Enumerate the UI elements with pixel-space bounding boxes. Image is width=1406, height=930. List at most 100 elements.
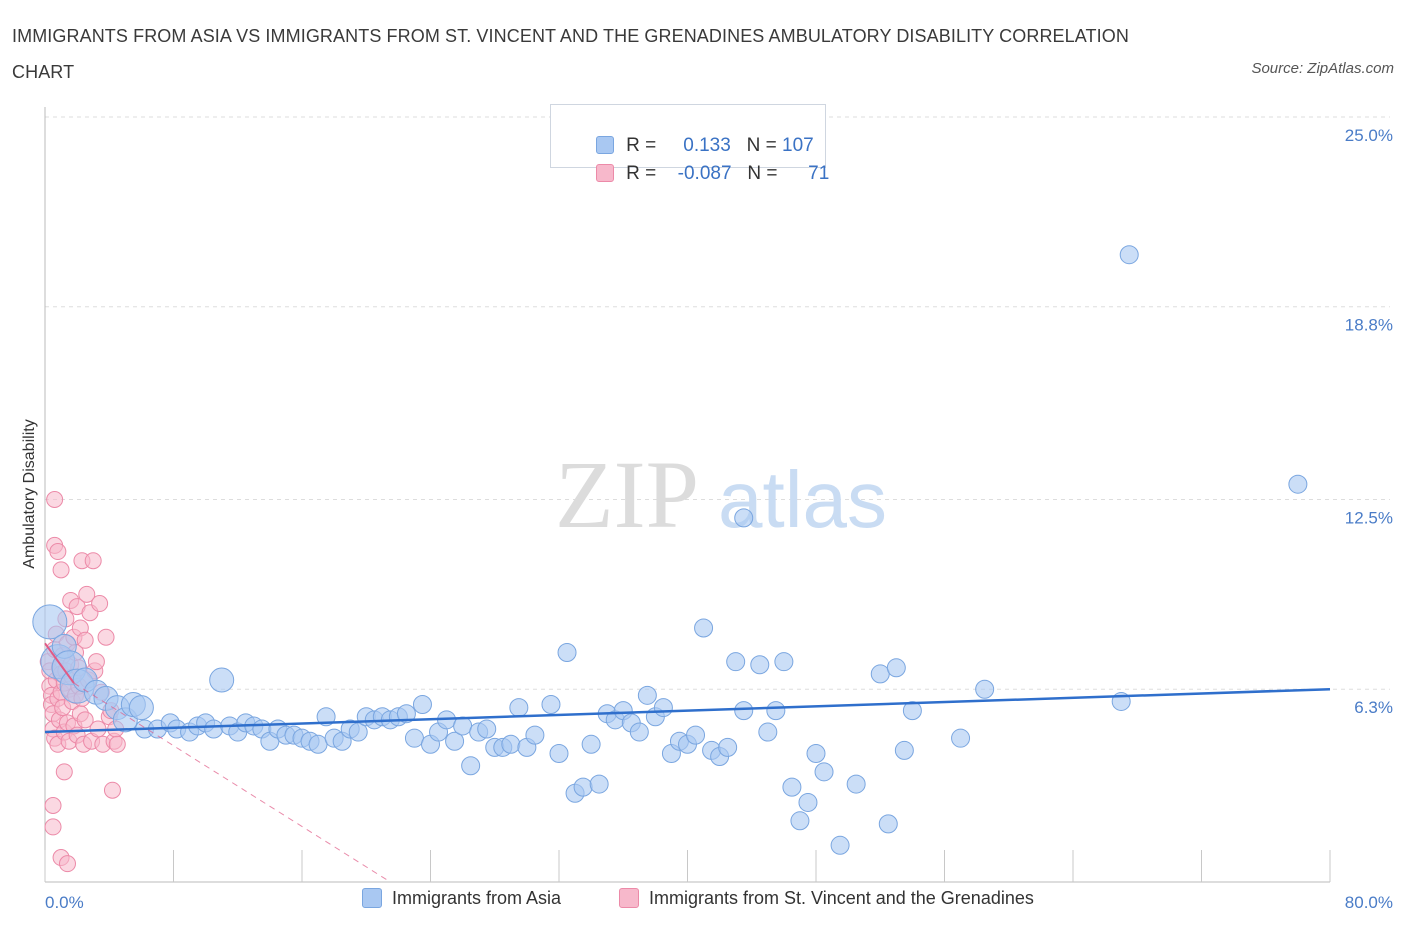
x-tick-labels: 0.0% 80.0%	[45, 893, 1393, 912]
asia-data-point	[453, 716, 473, 736]
grid-layer	[45, 116, 1390, 690]
asia-data-point	[316, 707, 336, 727]
y-tick-label: 25.0%	[1345, 126, 1393, 145]
y-tick-label: 6.3%	[1354, 698, 1393, 717]
asia-data-point	[806, 743, 826, 763]
asia-data-point	[653, 698, 673, 718]
legend-item-svg: Immigrants from St. Vincent and the Gren…	[619, 888, 1034, 909]
asia-data-point	[774, 652, 794, 672]
asia-data-point	[32, 604, 68, 640]
legend-r-svg: -0.087	[677, 163, 732, 184]
legend-n-svg: 71	[808, 163, 830, 184]
y-axis-label: Ambulatory Disability	[21, 419, 38, 568]
legend-row-asia: R = 0.133 N = 107	[575, 113, 814, 156]
asia-data-point	[541, 695, 561, 715]
axes-layer	[44, 107, 1331, 883]
legend-r-label: R =	[626, 163, 657, 184]
asia-data-point	[501, 734, 521, 754]
svg-legend-swatch	[619, 888, 639, 908]
asia-data-point	[1119, 245, 1139, 265]
svg-data-point	[44, 818, 62, 836]
asia-data-point	[404, 728, 424, 748]
asia-data-point	[557, 643, 577, 662]
legend-r-asia: 0.133	[683, 135, 731, 156]
asia-data-point	[573, 777, 593, 797]
asia-data-point	[581, 734, 601, 754]
svg-data-point	[84, 552, 102, 570]
asia-data-point	[814, 762, 834, 782]
asia-data-point	[734, 701, 754, 721]
asia-data-point	[726, 652, 746, 672]
asia-data-point	[412, 695, 432, 715]
svg-data-point	[76, 631, 94, 649]
asia-data-point	[975, 679, 995, 699]
svg-data-point	[76, 711, 94, 729]
series-asia-points	[32, 245, 1308, 855]
asia-data-point	[686, 725, 706, 745]
asia-data-point	[902, 701, 922, 721]
asia-data-point	[830, 835, 850, 855]
asia-data-point	[734, 508, 754, 528]
svg-data-point	[78, 585, 96, 603]
svg-data-point	[87, 653, 105, 671]
asia-data-point	[894, 740, 914, 760]
trend-lines	[44, 642, 1331, 883]
asia-data-point	[694, 618, 714, 638]
svg-data-point	[91, 595, 109, 613]
y-tick-labels: 6.3% 12.5% 18.8% 25.0%	[1345, 126, 1393, 717]
watermark-zip: ZIP	[555, 441, 699, 548]
svg-data-point	[103, 781, 121, 799]
legend-r-label: R =	[626, 135, 657, 156]
chart-title: IMMIGRANTS FROM ASIA VS IMMIGRANTS FROM …	[12, 26, 1129, 82]
asia-data-point	[348, 722, 368, 742]
legend-n-asia: 107	[782, 135, 814, 156]
asia-data-point	[525, 725, 545, 745]
asia-data-point	[798, 792, 818, 812]
asia-data-point	[461, 756, 481, 776]
legend-n-label: N =	[746, 135, 777, 156]
asia-data-point	[1288, 474, 1308, 494]
asia-data-point	[204, 719, 224, 739]
asia-data-point	[209, 667, 235, 693]
legend-n-label: N =	[747, 163, 778, 184]
source-label: Source: ZipAtlas.com	[1251, 60, 1394, 77]
svg-data-point	[44, 797, 62, 814]
asia-data-point	[766, 701, 786, 721]
legend-item-asia: Immigrants from Asia	[362, 888, 561, 909]
asia-data-point	[589, 774, 609, 794]
svg-trend-line-dashed	[73, 682, 391, 883]
asia-trend-line	[44, 687, 1331, 734]
y-tick-label: 18.8%	[1345, 316, 1393, 335]
asia-data-point	[782, 777, 802, 797]
asia-data-point	[878, 814, 898, 834]
x-tick-label: 80.0%	[1345, 893, 1393, 912]
svg-swatch	[596, 164, 615, 182]
asia-data-point	[477, 719, 497, 739]
asia-data-point	[790, 811, 810, 831]
svg-data-point	[46, 491, 64, 508]
legend-row-svg: R = -0.087 N = 71	[575, 141, 829, 184]
x-tick-label: 0.0%	[45, 893, 84, 912]
asia-data-point	[758, 722, 778, 742]
asia-data-point	[128, 695, 154, 721]
asia-swatch	[596, 136, 615, 154]
asia-data-point	[870, 664, 890, 684]
legend-label-asia: Immigrants from Asia	[392, 888, 562, 908]
asia-legend-swatch	[362, 888, 382, 908]
svg-data-point	[97, 628, 115, 646]
asia-data-point	[718, 737, 738, 757]
svg-data-point	[55, 763, 73, 781]
svg-trend-line-solid	[44, 642, 75, 684]
svg-data-point	[108, 735, 126, 753]
correlation-legend: R = 0.133 N = 107 R = -0.087 N = 71	[550, 104, 829, 184]
svg-data-point	[58, 855, 76, 873]
asia-data-point	[629, 722, 649, 742]
svg-data-point	[52, 561, 70, 579]
y-tick-label: 12.5%	[1345, 509, 1393, 528]
asia-data-point	[750, 655, 770, 675]
asia-data-point	[637, 685, 657, 705]
asia-data-point	[509, 698, 529, 718]
watermark-atlas: atlas	[718, 455, 887, 544]
asia-data-point	[445, 731, 465, 751]
